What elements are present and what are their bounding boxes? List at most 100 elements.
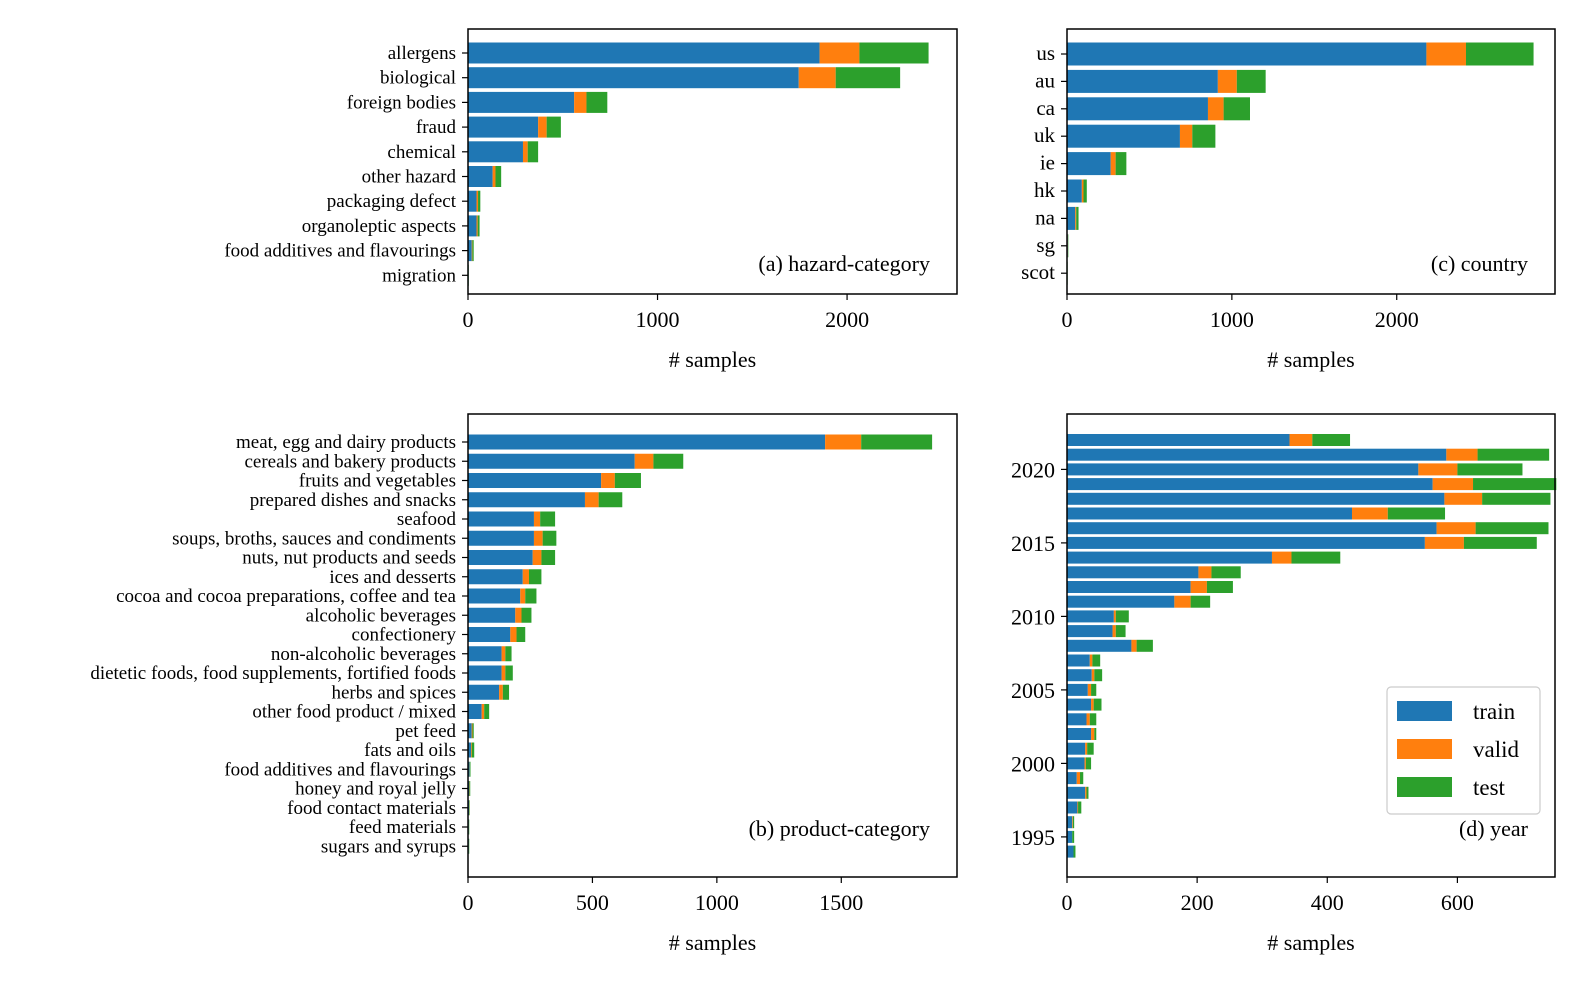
x-tick-label: 1000 [695,890,739,915]
bar-year-valid [1112,625,1116,638]
x-tick-label: 200 [1181,890,1214,915]
bar-year-train [1067,728,1092,740]
bar-product-test [502,684,510,700]
bar-hazard-valid [476,190,479,212]
bar-year-test [1463,536,1537,549]
bar-hazard-train [468,42,820,64]
bar-product-valid [520,588,526,604]
y-tick-label: 2000 [1011,751,1055,776]
bar-product-test [505,665,513,681]
x-axis-title: # samples [669,347,756,372]
bar-hazard-test [527,141,539,163]
panel-title: (d) year [1459,816,1529,841]
bar-product-train [468,723,472,739]
bar-hazard-train [468,67,799,89]
category-label: foreign bodies [347,92,456,113]
bar-year-train [1067,801,1078,814]
legend-label-train: train [1473,699,1516,724]
bar-product-train [468,684,500,700]
bar-product-test [468,819,470,835]
bar-product-test [472,723,474,739]
bar-year-train [1067,698,1092,711]
bar-country-valid [1217,69,1237,93]
panel-year: 2020 2015 2010 2005 2000 1995 0 200 400 600 # samp… [1011,413,1557,955]
bar-year-valid [1351,507,1388,520]
bar-product-test [484,704,490,719]
bar-country-test [1192,124,1216,148]
bar-product-train [468,742,471,758]
bar-product-train [468,511,534,527]
category-label: ca [1036,96,1055,120]
bar-year-train [1067,742,1086,755]
bar-year-test [1094,728,1097,740]
legend-label-valid: valid [1473,737,1519,762]
bar-hazard-train [468,215,477,237]
category-label: fruits and vegetables [299,471,456,492]
bar-product-valid [601,473,615,488]
bar-product-test [516,627,526,642]
y-tick-label: 2015 [1011,531,1055,556]
bar-year-train [1067,625,1113,638]
category-label: honey and royal jelly [295,779,456,800]
bar-product-train [468,453,635,469]
category-label: meat, egg and dairy products [236,432,456,453]
x-tick-label: 0 [1062,890,1073,915]
category-label: allergens [388,43,456,64]
bar-product-valid [499,684,503,700]
bar-product-test [525,588,537,604]
bar-product-train [468,530,534,546]
bar-year-train [1067,434,1290,446]
bar-year-test [1094,669,1103,682]
bar-country-train [1067,97,1208,121]
bar-hazard-test [478,190,481,212]
x-axis-title: # samples [1267,347,1354,372]
bar-product-valid [515,607,522,623]
category-label: fraud [416,117,457,138]
x-tick-label: 500 [576,890,609,915]
bar-year-test [1078,801,1082,814]
bar-product-test [598,492,623,508]
bar-product-valid [501,646,506,662]
bar-year-test [1291,551,1341,564]
bar-year-test [1473,478,1557,491]
category-label: sugars and syrups [321,836,456,857]
category-label: migration [382,265,456,286]
legend-swatch-test [1397,777,1452,797]
bar-hazard-valid [492,166,496,187]
category-label: alcoholic beverages [306,605,456,626]
bar-year-valid [1446,448,1478,461]
bar-year-train [1067,595,1175,608]
bar-hazard-train [468,141,523,163]
bar-year-valid [1174,595,1191,608]
category-label: na [1035,205,1056,229]
x-tick-label: 0 [1062,307,1073,332]
bar-year-train [1067,551,1272,564]
bar-year-valid [1072,816,1073,829]
bar-hazard-train [468,166,493,187]
bar-country-train [1067,179,1082,203]
bar-product-valid [532,550,542,565]
bar-year-valid [1085,786,1087,799]
bar-product-train [468,646,502,662]
category-label: cereals and bakery products [244,451,456,472]
bar-year-valid [1091,669,1095,682]
bar-product-train [468,434,826,450]
bar-year-train [1067,830,1073,843]
bar-year-train [1067,816,1073,829]
bar-product-test [542,530,557,546]
bar-year-test [1387,507,1446,520]
bar-product-valid [470,742,472,758]
category-label: biological [380,68,456,89]
bar-product-test [861,434,933,450]
category-label: food additives and flavourings [224,759,456,780]
legend-swatch-valid [1397,739,1452,759]
bar-year-train [1067,463,1419,476]
bar-year-valid [1076,772,1081,785]
category-label: chemical [387,142,456,163]
bar-country-train [1067,42,1427,66]
bar-product-train [468,704,482,719]
bar-year-valid [1084,757,1086,770]
bar-year-train [1067,845,1074,858]
bar-hazard-test [546,116,561,138]
bar-hazard-valid [476,215,478,237]
